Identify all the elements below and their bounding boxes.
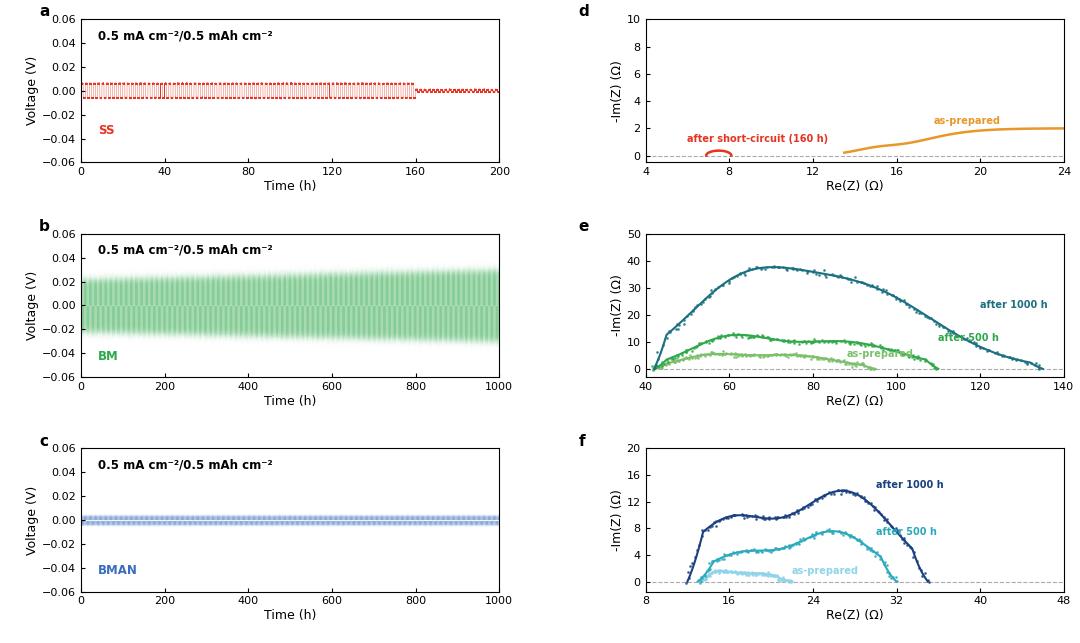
Text: 0.5 mA cm⁻²/0.5 mAh cm⁻²: 0.5 mA cm⁻²/0.5 mAh cm⁻² — [97, 458, 272, 471]
Text: after 1000 h: after 1000 h — [981, 300, 1048, 310]
Text: f: f — [579, 433, 585, 449]
Text: as-prepared: as-prepared — [792, 566, 859, 575]
X-axis label: Re(Z) (Ω): Re(Z) (Ω) — [826, 395, 883, 408]
Text: as-prepared: as-prepared — [934, 116, 1001, 126]
Y-axis label: -Im(Z) (Ω): -Im(Z) (Ω) — [611, 275, 624, 336]
Text: BMAN: BMAN — [97, 565, 137, 577]
Text: after 500 h: after 500 h — [876, 527, 936, 537]
Text: a: a — [39, 5, 50, 19]
Text: SS: SS — [97, 123, 114, 137]
X-axis label: Time (h): Time (h) — [264, 395, 316, 408]
Y-axis label: Voltage (V): Voltage (V) — [26, 485, 39, 555]
Text: after 1000 h: after 1000 h — [876, 480, 943, 491]
Text: after short-circuit (160 h): after short-circuit (160 h) — [687, 134, 828, 144]
Y-axis label: -Im(Z) (Ω): -Im(Z) (Ω) — [611, 489, 624, 551]
Text: 0.5 mA cm⁻²/0.5 mAh cm⁻²: 0.5 mA cm⁻²/0.5 mAh cm⁻² — [97, 30, 272, 42]
Text: as-prepared: as-prepared — [847, 349, 914, 359]
X-axis label: Re(Z) (Ω): Re(Z) (Ω) — [826, 609, 883, 622]
X-axis label: Time (h): Time (h) — [264, 609, 316, 622]
Text: BM: BM — [97, 350, 119, 363]
Y-axis label: -Im(Z) (Ω): -Im(Z) (Ω) — [611, 60, 624, 122]
Y-axis label: Voltage (V): Voltage (V) — [26, 56, 39, 125]
Text: after 500 h: after 500 h — [939, 332, 999, 343]
Text: b: b — [39, 219, 50, 234]
Text: c: c — [39, 433, 49, 449]
Text: e: e — [579, 219, 589, 234]
Text: 0.5 mA cm⁻²/0.5 mAh cm⁻²: 0.5 mA cm⁻²/0.5 mAh cm⁻² — [97, 244, 272, 257]
Text: d: d — [579, 5, 590, 19]
Y-axis label: Voltage (V): Voltage (V) — [26, 271, 39, 340]
X-axis label: Time (h): Time (h) — [264, 180, 316, 193]
X-axis label: Re(Z) (Ω): Re(Z) (Ω) — [826, 180, 883, 193]
